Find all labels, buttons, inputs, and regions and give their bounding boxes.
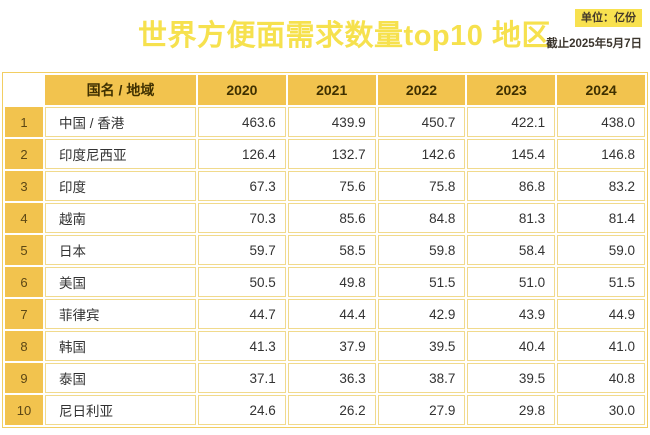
rank-cell: 6 bbox=[5, 267, 43, 297]
value-cell: 51.5 bbox=[377, 267, 466, 297]
table-body: 1 中国 / 香港 463.6 439.9 450.7 422.1 438.0 … bbox=[5, 107, 645, 425]
value-cell: 29.8 bbox=[467, 395, 556, 425]
region-cell: 韩国 bbox=[45, 331, 196, 361]
year-column-header: 2021 bbox=[287, 75, 376, 105]
value-cell: 59.0 bbox=[557, 235, 645, 265]
table-row: 2 印度尼西亚 126.4 132.7 142.6 145.4 146.8 bbox=[5, 139, 645, 169]
value-cell: 39.5 bbox=[467, 363, 556, 393]
value-cell: 70.3 bbox=[198, 203, 286, 233]
value-cell: 44.7 bbox=[198, 299, 286, 329]
value-cell: 37.9 bbox=[287, 331, 376, 361]
value-cell: 27.9 bbox=[377, 395, 466, 425]
region-cell: 印度 bbox=[45, 171, 196, 201]
value-cell: 75.8 bbox=[377, 171, 466, 201]
value-cell: 41.3 bbox=[198, 331, 286, 361]
rank-cell: 8 bbox=[5, 331, 43, 361]
table-row: 4 越南 70.3 85.6 84.8 81.3 81.4 bbox=[5, 203, 645, 233]
value-cell: 58.5 bbox=[287, 235, 376, 265]
table-row: 9 泰国 37.1 36.3 38.7 39.5 40.8 bbox=[5, 363, 645, 393]
value-cell: 43.9 bbox=[467, 299, 556, 329]
value-cell: 36.3 bbox=[287, 363, 376, 393]
value-cell: 67.3 bbox=[198, 171, 286, 201]
value-cell: 438.0 bbox=[557, 107, 645, 137]
value-cell: 44.9 bbox=[557, 299, 645, 329]
region-cell: 泰国 bbox=[45, 363, 196, 393]
corner-cell bbox=[5, 75, 43, 105]
year-column-header: 2024 bbox=[557, 75, 645, 105]
year-column-header: 2020 bbox=[198, 75, 286, 105]
value-cell: 58.4 bbox=[467, 235, 556, 265]
value-cell: 132.7 bbox=[287, 139, 376, 169]
value-cell: 84.8 bbox=[377, 203, 466, 233]
rank-cell: 3 bbox=[5, 171, 43, 201]
region-cell: 中国 / 香港 bbox=[45, 107, 196, 137]
value-cell: 81.4 bbox=[557, 203, 645, 233]
year-column-header: 2022 bbox=[377, 75, 466, 105]
as-of-date: 截止2025年5月7日 bbox=[546, 38, 642, 51]
table-row: 7 菲律宾 44.7 44.4 42.9 43.9 44.9 bbox=[5, 299, 645, 329]
rank-cell: 9 bbox=[5, 363, 43, 393]
value-cell: 83.2 bbox=[557, 171, 645, 201]
rank-cell: 4 bbox=[5, 203, 43, 233]
region-cell: 菲律宾 bbox=[45, 299, 196, 329]
region-cell: 日本 bbox=[45, 235, 196, 265]
value-cell: 51.5 bbox=[557, 267, 645, 297]
value-cell: 37.1 bbox=[198, 363, 286, 393]
table-row: 3 印度 67.3 75.6 75.8 86.8 83.2 bbox=[5, 171, 645, 201]
value-cell: 39.5 bbox=[377, 331, 466, 361]
value-cell: 26.2 bbox=[287, 395, 376, 425]
page-title: 世界方便面需求数量top10 地区 bbox=[138, 20, 551, 52]
table-row: 5 日本 59.7 58.5 59.8 58.4 59.0 bbox=[5, 235, 645, 265]
value-cell: 75.6 bbox=[287, 171, 376, 201]
rank-cell: 7 bbox=[5, 299, 43, 329]
value-cell: 59.8 bbox=[377, 235, 466, 265]
table-row: 8 韩国 41.3 37.9 39.5 40.4 41.0 bbox=[5, 331, 645, 361]
value-cell: 40.8 bbox=[557, 363, 645, 393]
value-cell: 30.0 bbox=[557, 395, 645, 425]
value-cell: 24.6 bbox=[198, 395, 286, 425]
value-cell: 145.4 bbox=[467, 139, 556, 169]
header-meta: 单位：亿份 截止2025年5月7日 bbox=[546, 8, 642, 51]
year-column-header: 2023 bbox=[467, 75, 556, 105]
value-cell: 146.8 bbox=[557, 139, 645, 169]
region-cell: 美国 bbox=[45, 267, 196, 297]
rank-cell: 5 bbox=[5, 235, 43, 265]
region-column-header: 国名 / 地域 bbox=[45, 75, 196, 105]
value-cell: 44.4 bbox=[287, 299, 376, 329]
value-cell: 439.9 bbox=[287, 107, 376, 137]
table-row: 6 美国 50.5 49.8 51.5 51.0 51.5 bbox=[5, 267, 645, 297]
value-cell: 81.3 bbox=[467, 203, 556, 233]
value-cell: 41.0 bbox=[557, 331, 645, 361]
value-cell: 85.6 bbox=[287, 203, 376, 233]
value-cell: 86.8 bbox=[467, 171, 556, 201]
table-header-row: 国名 / 地域 2020 2021 2022 2023 2024 bbox=[5, 75, 645, 105]
unit-badge: 单位：亿份 bbox=[575, 9, 642, 28]
value-cell: 59.7 bbox=[198, 235, 286, 265]
value-cell: 38.7 bbox=[377, 363, 466, 393]
region-cell: 尼日利亚 bbox=[45, 395, 196, 425]
region-cell: 越南 bbox=[45, 203, 196, 233]
region-cell: 印度尼西亚 bbox=[45, 139, 196, 169]
value-cell: 126.4 bbox=[198, 139, 286, 169]
value-cell: 463.6 bbox=[198, 107, 286, 137]
rank-table: 国名 / 地域 2020 2021 2022 2023 2024 1 中国 / … bbox=[2, 72, 648, 428]
value-cell: 40.4 bbox=[467, 331, 556, 361]
value-cell: 49.8 bbox=[287, 267, 376, 297]
value-cell: 51.0 bbox=[467, 267, 556, 297]
value-cell: 42.9 bbox=[377, 299, 466, 329]
value-cell: 50.5 bbox=[198, 267, 286, 297]
rank-cell: 1 bbox=[5, 107, 43, 137]
table-row: 10 尼日利亚 24.6 26.2 27.9 29.8 30.0 bbox=[5, 395, 645, 425]
value-cell: 142.6 bbox=[377, 139, 466, 169]
rank-cell: 10 bbox=[5, 395, 43, 425]
table-row: 1 中国 / 香港 463.6 439.9 450.7 422.1 438.0 bbox=[5, 107, 645, 137]
rank-cell: 2 bbox=[5, 139, 43, 169]
value-cell: 450.7 bbox=[377, 107, 466, 137]
value-cell: 422.1 bbox=[467, 107, 556, 137]
